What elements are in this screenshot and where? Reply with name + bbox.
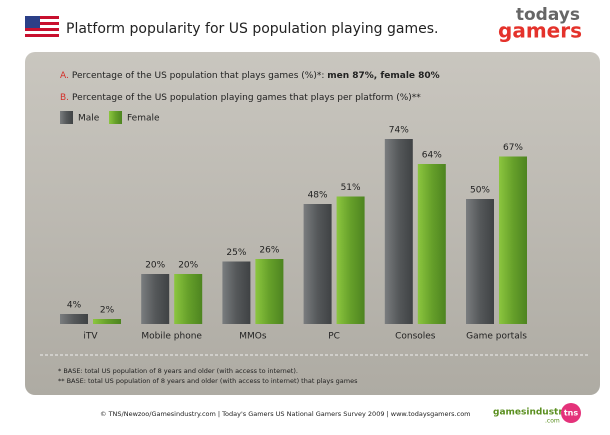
bar [499,156,527,324]
bar [141,274,170,324]
bar [255,259,284,324]
logo-todays: todays [516,5,580,25]
logo-gamers: gamers [498,19,582,43]
value-label: 74% [389,126,409,136]
note-text: Percentage of the US population that pla… [72,71,327,81]
footnote: * BASE: total US population of 8 years a… [58,367,298,375]
bar [60,314,88,324]
value-label: 20% [145,261,165,271]
category-label: Consoles [395,332,436,342]
bar [303,204,332,324]
legend-swatch [109,111,122,124]
notes: A. Percentage of the US population that p… [60,71,440,103]
source: © TNS/Newzoo/Gamesindustry.com | Today's… [100,410,471,418]
bar [384,139,413,324]
value-label: 25% [226,248,246,258]
note: A. Percentage of the US population that p… [60,71,440,81]
legend-label: Female [127,114,160,124]
note-text: Percentage of the US population playing … [72,93,421,103]
logo-tns: tns [564,409,579,418]
bar [466,199,494,324]
value-label: 50% [470,186,490,196]
category-label: Game portals [466,332,527,342]
note-bold: men 87%, female 80% [327,71,439,81]
logo-com: .com [545,418,560,425]
bar [336,196,365,324]
bar [417,164,446,324]
logo-tns-badge [561,403,581,423]
bar [93,319,121,324]
value-label: 20% [178,261,198,271]
category-label: PC [328,332,340,342]
category-label: Mobile phone [141,332,202,342]
value-label: 51% [341,183,361,193]
value-label: 2% [100,306,115,316]
us-flag [25,16,59,38]
bar [222,261,251,324]
value-label: 48% [308,191,328,201]
note-letter: A. [60,71,69,81]
chart-title: Platform popularity for US population pl… [66,21,438,37]
bar [174,274,203,324]
legend-label: Male [78,114,100,124]
logo-gamesindustry: gamesindustry [493,408,569,418]
category-label: iTV [83,332,98,342]
note: B. Percentage of the US population playin… [60,93,421,103]
value-label: 4% [67,301,82,311]
value-label: 67% [503,143,523,153]
category-label: MMOs [239,332,267,342]
footnote: ** BASE: total US population of 8 years … [58,377,358,385]
note-letter: B. [60,93,69,103]
value-label: 26% [259,246,279,256]
value-label: 64% [422,151,442,161]
legend-swatch [60,111,73,124]
